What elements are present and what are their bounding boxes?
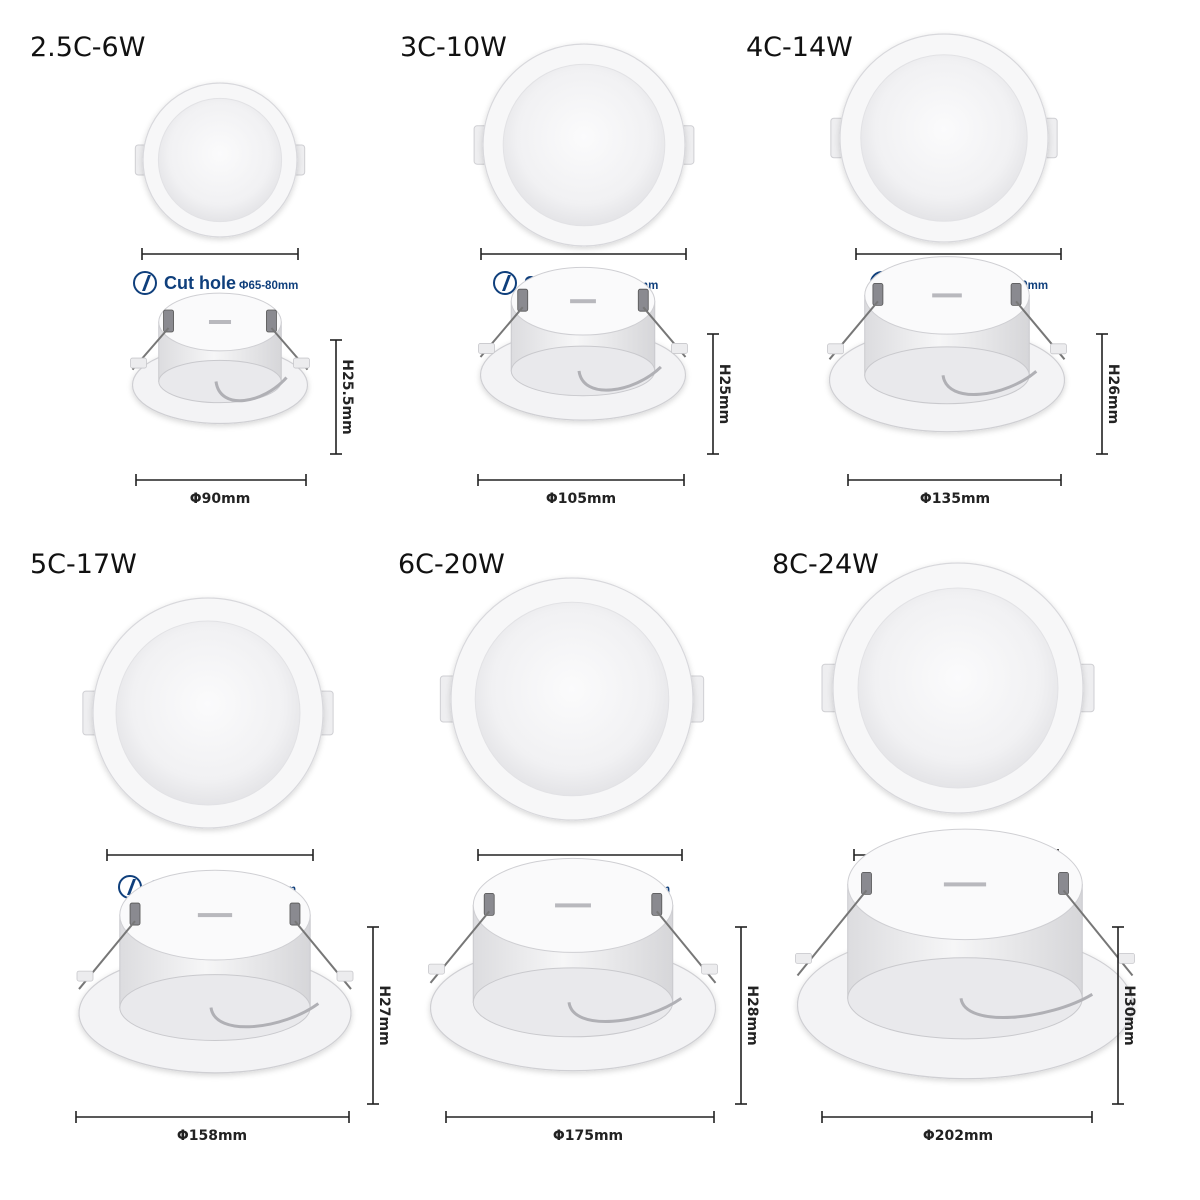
model-title: 2.5C-6W	[30, 32, 145, 63]
panel-width-dimension	[480, 248, 687, 260]
outer-diameter-dimension: Φ90mm	[135, 474, 307, 507]
cut-hole-label: Cut hole	[164, 273, 236, 293]
height-label: H25.5mm	[339, 359, 355, 434]
outer-diameter-dimension: Φ158mm	[75, 1111, 350, 1144]
downlight-front-view	[134, 82, 306, 238]
downlight-front-view	[439, 577, 705, 821]
model-2: 3C-10WCut holeΦ85-95mmΦ105mmH25mm	[400, 32, 732, 507]
downlight-side-view	[795, 828, 1135, 1080]
height-label: H25mm	[716, 364, 732, 424]
downlight-front-view	[830, 33, 1058, 243]
height-label: H27mm	[376, 985, 392, 1045]
outer-diameter-dimension: Φ135mm	[847, 474, 1062, 507]
cut-hole-range: Φ65-80mm	[239, 280, 298, 292]
height-dimension: H27mm	[367, 926, 392, 1105]
cut-hole-spec: Cut hole Φ65-80mm	[133, 271, 298, 295]
drill-bit-icon	[133, 271, 157, 295]
outer-diameter-label: Φ90mm	[190, 491, 251, 507]
model-title: 8C-24W	[772, 549, 879, 580]
model-5: 6C-20WCut holeΦ145-160mmΦ175mmH28mm	[398, 549, 760, 1144]
downlight-side-view	[76, 869, 354, 1074]
downlight-front-view	[473, 43, 695, 247]
model-title: 4C-14W	[746, 32, 853, 63]
downlight-front-view	[821, 562, 1095, 814]
panel-width-dimension	[141, 248, 299, 260]
height-label: H26mm	[1105, 364, 1121, 424]
height-dimension: H28mm	[735, 926, 760, 1105]
downlight-side-view	[130, 292, 310, 425]
downlight-side-view	[428, 857, 718, 1072]
downlight-side-view	[478, 266, 688, 421]
height-dimension: H25mm	[707, 333, 732, 455]
model-1: 2.5C-6W Cut hole Φ65-80mm Φ90mm H25.5mm	[30, 32, 355, 507]
outer-diameter-label: Φ158mm	[177, 1128, 247, 1144]
height-label: H30mm	[1121, 985, 1137, 1045]
model-title: 3C-10W	[400, 32, 507, 63]
height-dimension: H30mm	[1112, 926, 1137, 1105]
downlight-side-view	[827, 256, 1067, 433]
outer-diameter-label: Φ202mm	[923, 1128, 993, 1144]
drill-bit-icon	[493, 271, 517, 295]
outer-diameter-dimension: Φ202mm	[821, 1111, 1093, 1144]
outer-diameter-dimension: Φ175mm	[445, 1111, 715, 1144]
outer-diameter-dimension: Φ105mm	[477, 474, 685, 507]
panel-width-dimension	[477, 849, 683, 861]
height-dimension: H25.5mm	[330, 339, 355, 455]
outer-diameter-label: Φ105mm	[546, 491, 616, 507]
model-6: 8C-24WCut holeΦ165-190mmΦ202mmH30mm	[772, 549, 1137, 1144]
model-title: 5C-17W	[30, 549, 137, 580]
panel-width-dimension	[855, 248, 1062, 260]
outer-diameter-label: Φ175mm	[553, 1128, 623, 1144]
model-title: 6C-20W	[398, 549, 505, 580]
panel-width-dimension	[106, 849, 314, 861]
model-4: 5C-17WCut holeΦ125-140mmΦ158mmH27mm	[30, 549, 392, 1144]
model-3: 4C-14WCut holeΦ105-120mmΦ135mmH26mm	[746, 32, 1121, 507]
outer-diameter-label: Φ135mm	[920, 491, 990, 507]
height-dimension: H26mm	[1096, 333, 1121, 455]
height-label: H28mm	[744, 985, 760, 1045]
downlight-front-view	[82, 597, 334, 829]
